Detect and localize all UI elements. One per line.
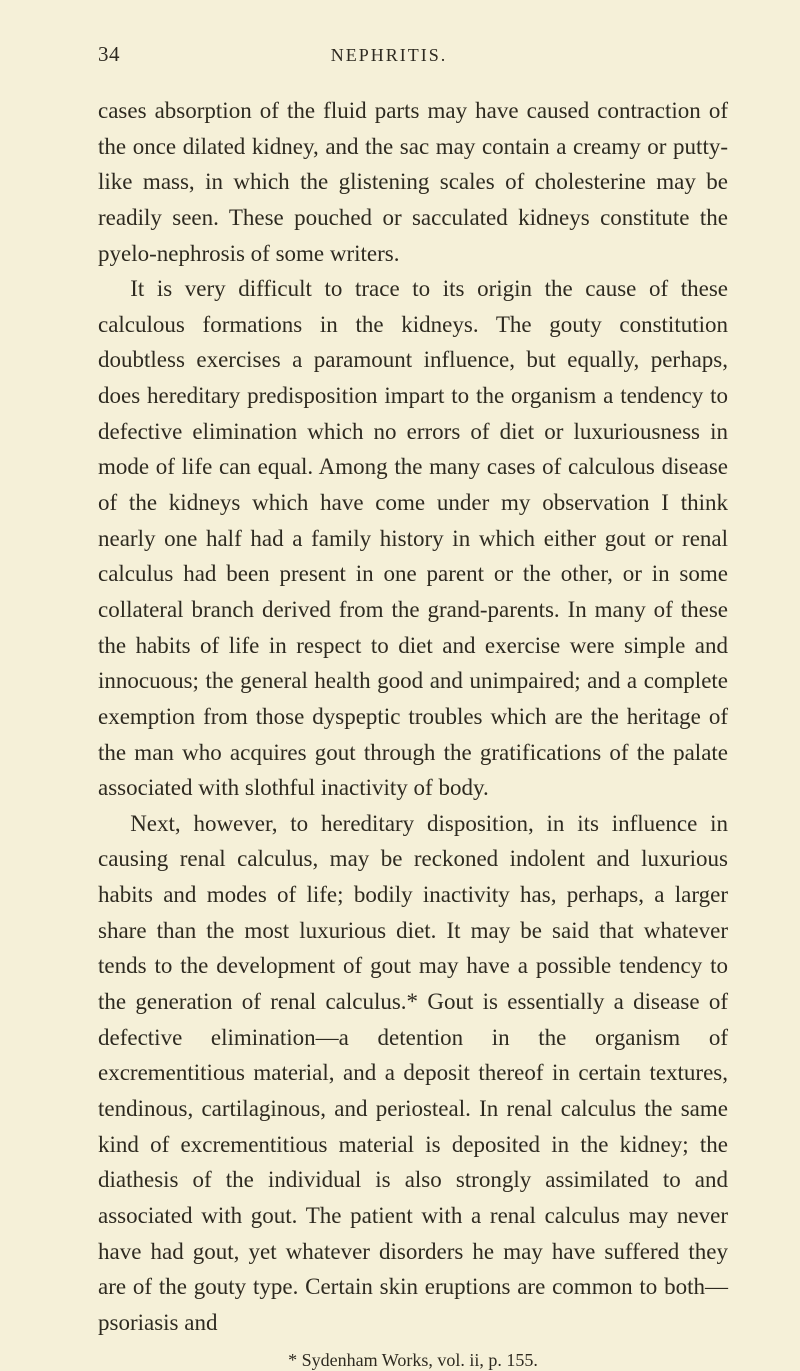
page: 34 NEPHRITIS. cases absorption of the fl… xyxy=(0,0,800,1355)
paragraph-2: It is very difficult to trace to its ori… xyxy=(98,271,728,806)
paragraph-1: cases absorption of the fluid parts may … xyxy=(98,93,728,271)
page-header: 34 NEPHRITIS. xyxy=(98,42,728,67)
footnote: * Sydenham Works, vol. ii, p. 155. xyxy=(98,1350,728,1371)
body-text: cases absorption of the fluid parts may … xyxy=(98,93,728,1340)
paragraph-3: Next, however, to hereditary disposition… xyxy=(98,806,728,1341)
running-head: NEPHRITIS. xyxy=(80,45,698,66)
